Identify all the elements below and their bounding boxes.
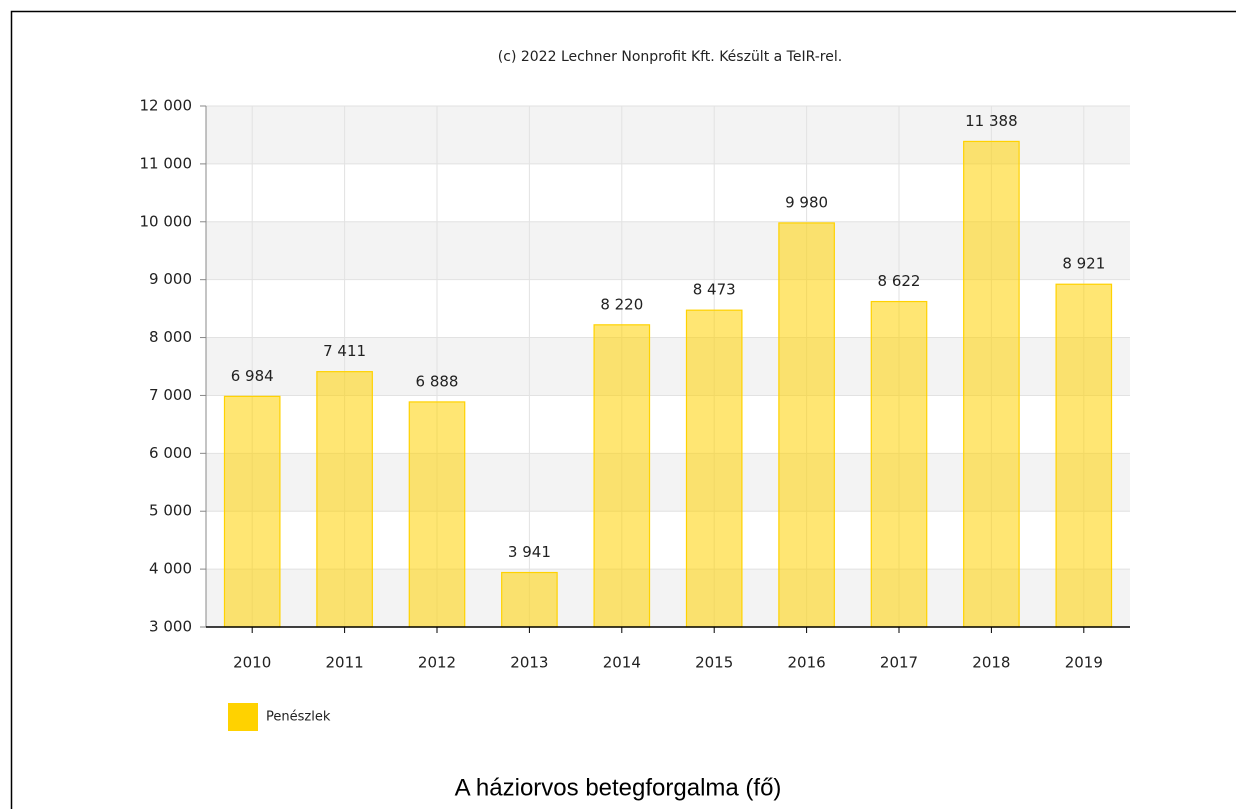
x-tick-label: 2018	[972, 654, 1010, 672]
x-tick-label: 2015	[695, 654, 733, 672]
data-label: 8 220	[600, 295, 643, 313]
data-label: 6 984	[231, 367, 274, 385]
bar	[408, 401, 466, 628]
bar	[870, 300, 928, 628]
y-tick-label: 4 000	[149, 560, 192, 578]
data-label: 6 888	[416, 372, 459, 390]
y-tick-label: 3 000	[149, 618, 192, 636]
bar	[778, 222, 835, 628]
bar	[1055, 283, 1113, 628]
x-tick-label: 2017	[880, 654, 918, 672]
y-tick-label: 10 000	[140, 212, 193, 230]
data-label: 3 941	[508, 543, 551, 561]
legend-label: Penészlek	[266, 710, 331, 725]
data-label: 11 388	[965, 112, 1018, 130]
x-tick-label: 2016	[788, 654, 826, 672]
y-tick-label: 8 000	[149, 328, 192, 346]
bar	[316, 371, 373, 628]
y-tick-label: 5 000	[149, 502, 192, 520]
bar	[963, 140, 1020, 628]
x-tick-label: 2012	[418, 654, 456, 672]
y-tick-label: 12 000	[140, 97, 193, 115]
y-tick-label: 9 000	[149, 270, 192, 288]
bar	[223, 395, 281, 628]
data-label: 9 980	[785, 193, 828, 211]
x-tick-label: 2014	[603, 654, 641, 672]
x-tick-label: 2019	[1065, 654, 1103, 672]
x-tick-label: 2011	[326, 654, 364, 672]
y-tick-label: 11 000	[140, 154, 193, 172]
y-tick-label: 7 000	[149, 386, 192, 404]
data-label: 8 473	[693, 281, 736, 299]
data-label: 7 411	[323, 342, 366, 360]
x-tick-label: 2013	[510, 654, 548, 672]
chart-subtitle: (c) 2022 Lechner Nonprofit Kft. Készült …	[498, 49, 842, 65]
bar	[685, 309, 743, 628]
bar	[593, 324, 651, 628]
data-label: 8 921	[1062, 255, 1105, 273]
bar	[501, 571, 558, 628]
legend-swatch	[228, 703, 258, 731]
x-tick-label: 2010	[233, 654, 271, 672]
frame	[10, 10, 1236, 809]
y-tick-label: 6 000	[149, 444, 192, 462]
chart-title: A háziorvos betegforgalma (fő)	[455, 774, 782, 801]
data-label: 8 622	[878, 272, 921, 290]
